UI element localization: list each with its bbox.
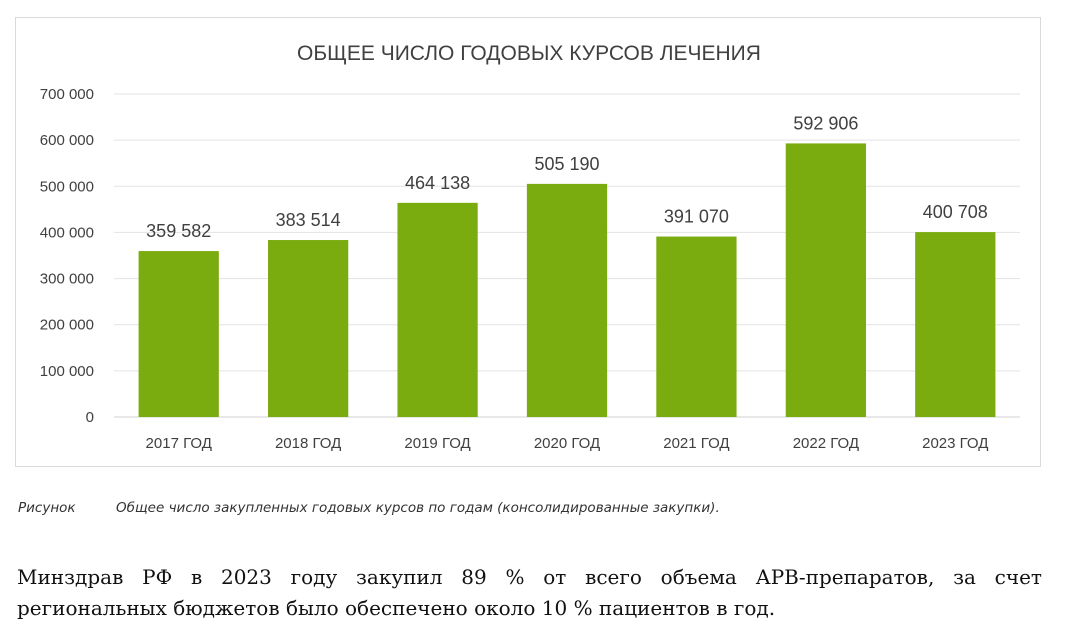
bar	[138, 251, 219, 417]
y-axis-ticks: 0 100 000 200 000 300 000 400 000 500 000 600 …	[40, 86, 94, 426]
bars	[138, 143, 996, 417]
bar	[397, 202, 478, 417]
x-category-label: 2019 ГОД	[404, 435, 470, 452]
data-label: 359 582	[146, 221, 211, 241]
chart-title: ОБЩЕЕ ЧИСЛО ГОДОВЫХ КУРСОВ ЛЕЧЕНИЯ	[297, 42, 761, 65]
data-label: 391 070	[664, 207, 729, 227]
x-category-label: 2021 ГОД	[663, 435, 729, 452]
y-tick-label: 700 000	[40, 86, 94, 103]
data-label: 400 708	[923, 202, 988, 222]
bar	[526, 183, 608, 417]
y-tick-label: 100 000	[40, 363, 94, 380]
body-line-1: Минздрав РФ в 2023 году закупил 89 % от …	[17, 565, 1042, 589]
chart-frame: ОБЩЕЕ ЧИСЛО ГОДОВЫХ КУРСОВ ЛЕЧЕНИЯ 0 100 …	[15, 17, 1041, 467]
data-label: 592 906	[793, 113, 858, 133]
caption-label: Рисунок	[18, 500, 76, 516]
x-category-label: 2017 ГОД	[146, 435, 212, 452]
y-tick-label: 0	[86, 409, 94, 426]
caption-text: Общее число закупленных годовых курсов п…	[116, 500, 720, 516]
y-tick-label: 500 000	[40, 178, 94, 195]
x-category-label: 2022 ГОД	[793, 435, 859, 452]
data-label: 383 514	[276, 210, 341, 230]
bar-chart: ОБЩЕЕ ЧИСЛО ГОДОВЫХ КУРСОВ ЛЕЧЕНИЯ 0 100 …	[40, 42, 1020, 452]
data-labels: 359 582 383 514 464 138 505 190 391 070 592 9…	[146, 113, 988, 241]
x-category-label: 2018 ГОД	[275, 435, 341, 452]
body-paragraph: Минздрав РФ в 2023 году закупил 89 % от …	[17, 562, 1042, 624]
y-tick-label: 300 000	[40, 271, 94, 288]
data-label: 505 190	[534, 154, 599, 174]
y-tick-label: 600 000	[40, 132, 94, 149]
bar	[915, 232, 996, 417]
bar	[785, 143, 866, 417]
y-tick-label: 200 000	[40, 317, 94, 334]
x-category-label: 2023 ГОД	[922, 435, 988, 452]
figure-caption: Рисунок Общее число закупленных годовых к…	[18, 500, 720, 516]
y-tick-label: 400 000	[40, 224, 94, 241]
x-category-label: 2020 ГОД	[534, 435, 600, 452]
data-label: 464 138	[405, 173, 470, 193]
bar	[656, 236, 737, 417]
body-line-2: региональных бюджетов было обеспечено ок…	[17, 596, 776, 620]
x-axis-categories: 2017 ГОД 2018 ГОД 2019 ГОД 2020 ГОД 2021 ГОД…	[146, 435, 989, 452]
bar	[268, 240, 349, 417]
